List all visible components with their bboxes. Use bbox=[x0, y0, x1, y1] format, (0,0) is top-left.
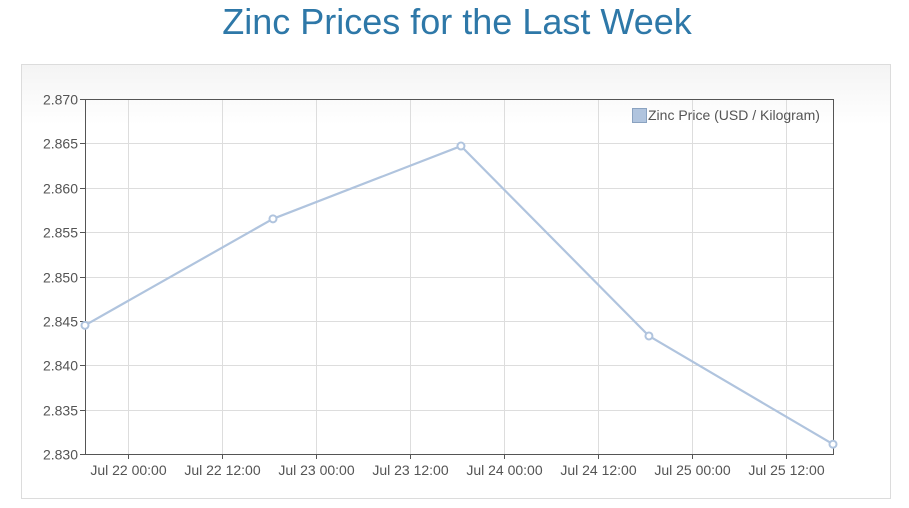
page-title: Zinc Prices for the Last Week bbox=[222, 1, 692, 42]
chart-panel bbox=[21, 64, 891, 499]
x-tick-label: Jul 24 12:00 bbox=[560, 462, 636, 478]
x-tick-label: Jul 22 00:00 bbox=[90, 462, 166, 478]
plot-border bbox=[85, 99, 834, 455]
series bbox=[80, 141, 838, 449]
y-tick-label: 2.860 bbox=[43, 181, 78, 197]
data-point[interactable] bbox=[80, 320, 90, 330]
grid bbox=[85, 99, 833, 455]
y-tick-label: 2.865 bbox=[43, 136, 78, 152]
y-tick-label: 2.840 bbox=[43, 358, 78, 374]
y-tick-label: 2.870 bbox=[43, 92, 78, 108]
x-tick-label: Jul 22 12:00 bbox=[184, 462, 260, 478]
series-line bbox=[84, 144, 834, 446]
y-tick-label: 2.850 bbox=[43, 270, 78, 286]
y-tick-label: 2.845 bbox=[43, 314, 78, 330]
y-tick-label: 2.830 bbox=[43, 447, 78, 463]
x-tick-label: Jul 23 12:00 bbox=[372, 462, 448, 478]
axes: 2.870 2.865 2.860 2.855 2.850 2.845 2.840 2.835… bbox=[43, 92, 834, 478]
x-tick-label: Jul 24 00:00 bbox=[466, 462, 542, 478]
x-tick-label: Jul 25 12:00 bbox=[748, 462, 824, 478]
data-point[interactable] bbox=[456, 141, 466, 151]
legend[interactable]: Zinc Price (USD / Kilogram) bbox=[632, 107, 820, 123]
legend-swatch[interactable] bbox=[632, 108, 647, 123]
x-tick-label: Jul 25 00:00 bbox=[654, 462, 730, 478]
x-tick-label: Jul 23 00:00 bbox=[278, 462, 354, 478]
data-point[interactable] bbox=[644, 331, 654, 341]
data-point[interactable] bbox=[828, 439, 838, 449]
y-tick-label: 2.855 bbox=[43, 225, 78, 241]
legend-label[interactable]: Zinc Price (USD / Kilogram) bbox=[648, 107, 820, 123]
data-point[interactable] bbox=[268, 214, 278, 224]
y-tick-label: 2.835 bbox=[43, 403, 78, 419]
